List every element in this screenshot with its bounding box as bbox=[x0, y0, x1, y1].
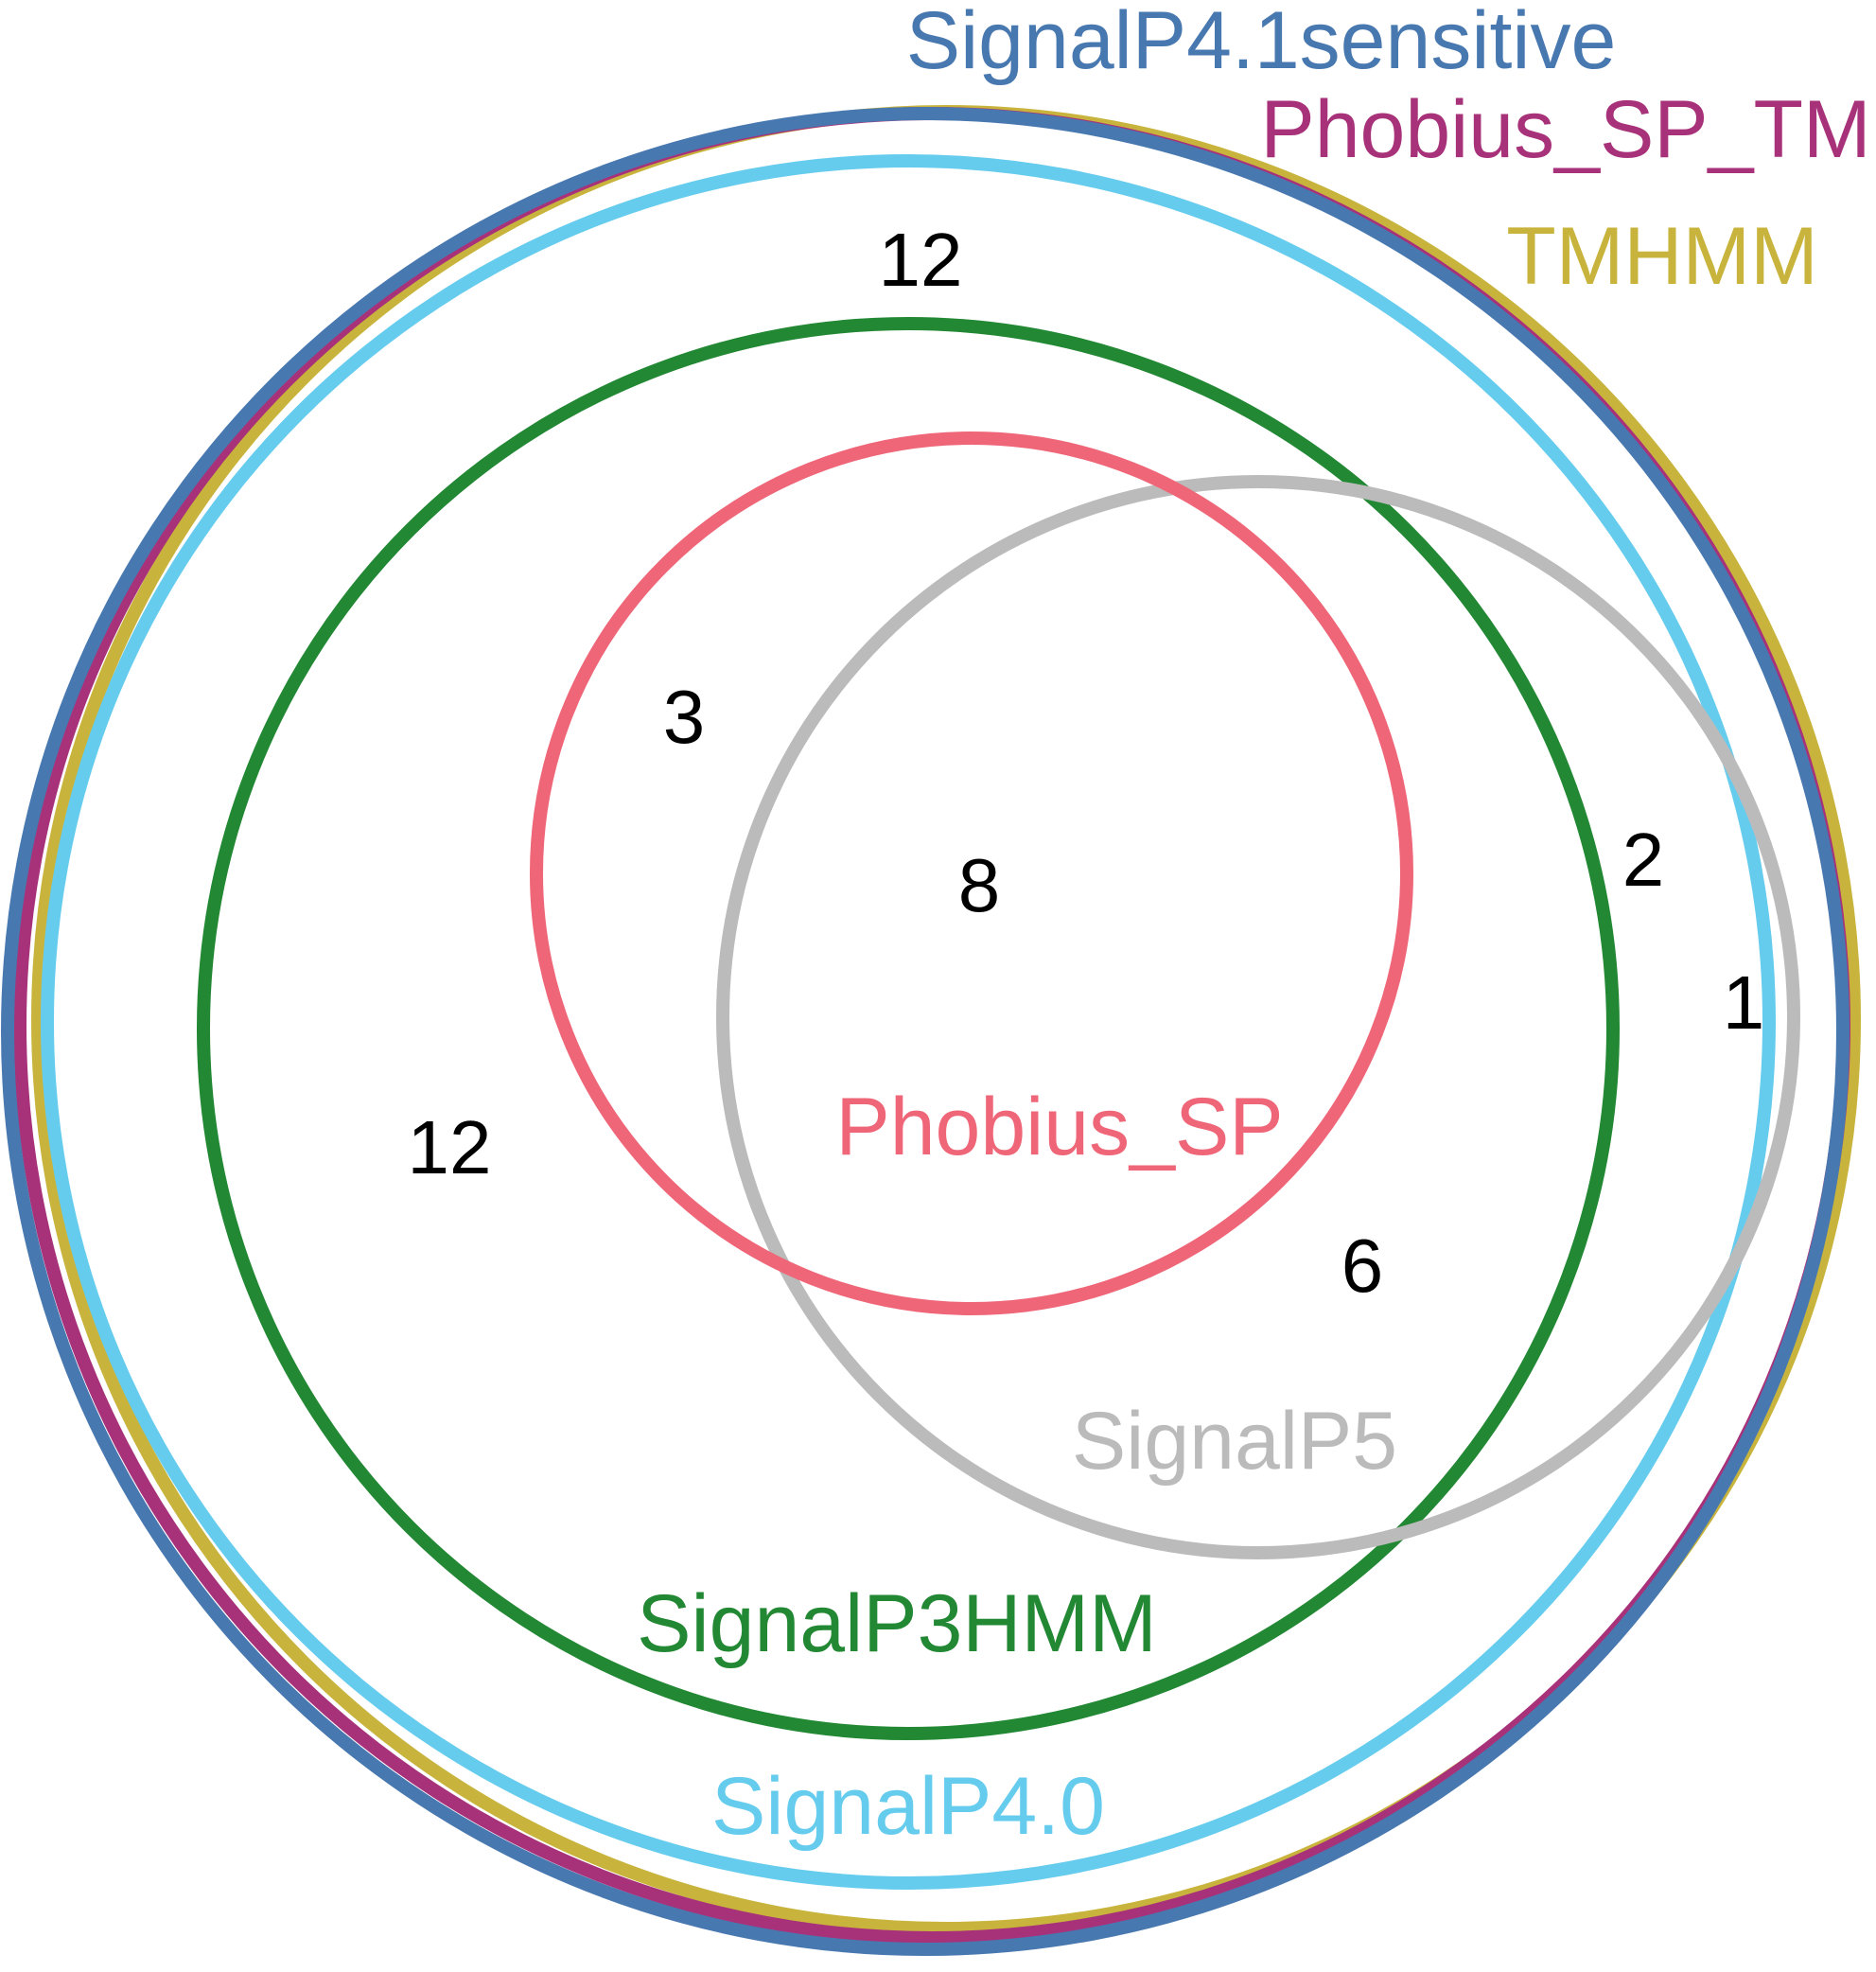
label-phobius-sp-tm: Phobius_SP_TM bbox=[1260, 84, 1870, 175]
circle-signalp5 bbox=[716, 475, 1800, 1559]
circle-signalp40 bbox=[41, 154, 1776, 1890]
set-circles bbox=[1, 105, 1861, 1956]
label-signalp5: SignalP5 bbox=[1072, 1396, 1397, 1487]
circle-signalp3hmm bbox=[197, 317, 1620, 1740]
count-signalp5-inside-signalp3hmm: 6 bbox=[1341, 1224, 1384, 1308]
count-phobius-sp-only: 3 bbox=[663, 675, 706, 759]
label-signalp41-sensitive: SignalP4.1sensitive bbox=[906, 0, 1617, 86]
circle-signalp41-sensitive bbox=[1, 107, 1850, 1956]
label-tmhmm: TMHMM bbox=[1506, 211, 1818, 302]
set-labels: SignalP4.1sensitive Phobius_SP_TM TMHMM … bbox=[637, 0, 1870, 1852]
circle-phobius-sp bbox=[530, 431, 1413, 1315]
count-signalp3hmm-only: 12 bbox=[408, 1105, 492, 1189]
label-signalp3hmm: SignalP3HMM bbox=[637, 1578, 1157, 1669]
count-phobius-sp-and-signalp5: 8 bbox=[958, 843, 1001, 927]
count-signalp5-inside-signalp40: 2 bbox=[1622, 818, 1665, 902]
label-phobius-sp: Phobius_SP bbox=[835, 1082, 1283, 1172]
region-counts: 12 3 8 2 1 12 6 bbox=[408, 218, 1765, 1308]
count-outer-ring: 12 bbox=[879, 218, 963, 302]
label-signalp40: SignalP4.0 bbox=[711, 1761, 1105, 1852]
count-signalp5-outside-signalp40: 1 bbox=[1723, 960, 1765, 1045]
